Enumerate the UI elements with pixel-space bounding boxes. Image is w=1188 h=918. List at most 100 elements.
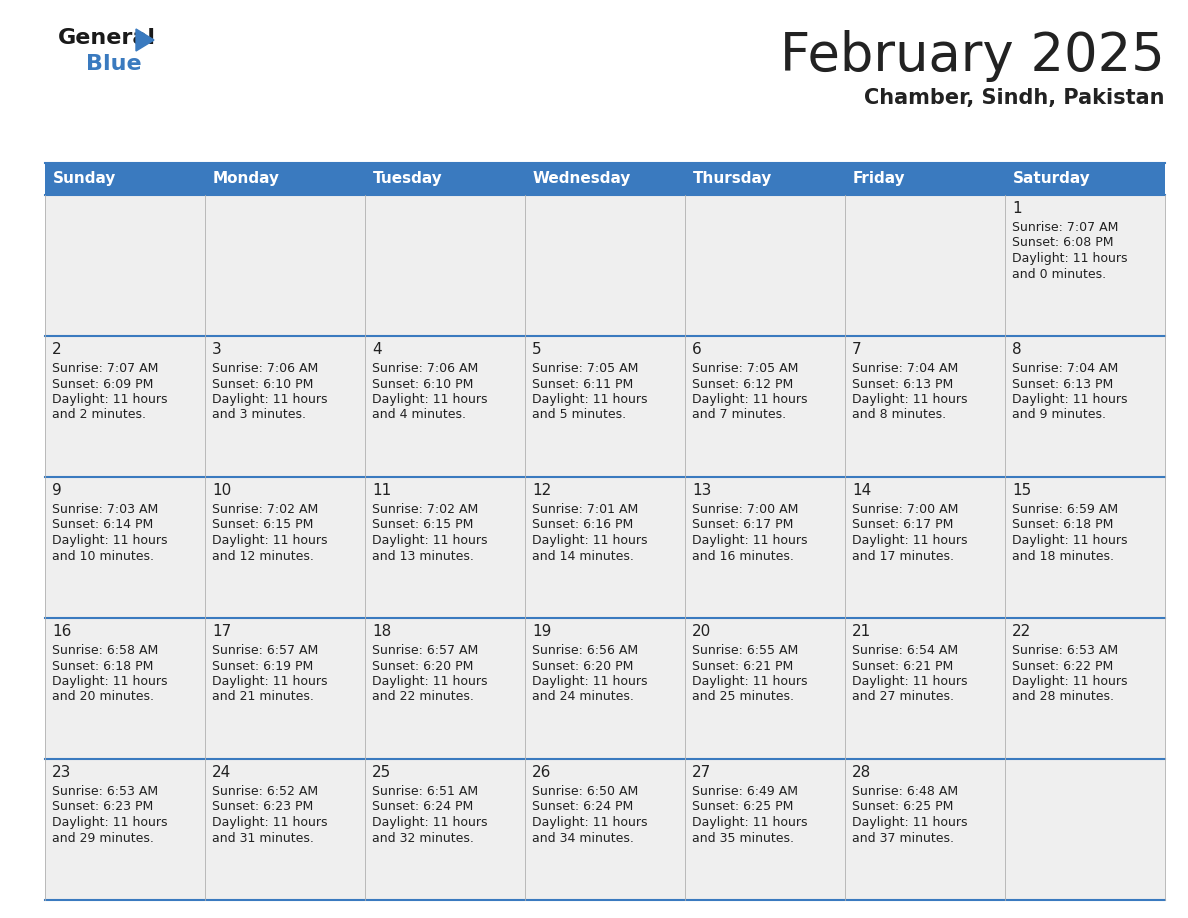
Bar	[365, 759, 525, 900]
Bar	[685, 336, 845, 477]
Text: Sunrise: 6:54 AM: Sunrise: 6:54 AM	[852, 644, 959, 657]
Text: and 12 minutes.: and 12 minutes.	[211, 550, 314, 563]
Text: Sunset: 6:23 PM: Sunset: 6:23 PM	[52, 800, 153, 813]
Text: 18: 18	[372, 624, 391, 639]
Text: Sunset: 6:09 PM: Sunset: 6:09 PM	[52, 377, 153, 390]
Text: 3: 3	[211, 342, 222, 357]
Text: 22: 22	[1012, 624, 1031, 639]
Text: 24: 24	[211, 765, 232, 780]
Text: and 8 minutes.: and 8 minutes.	[852, 409, 946, 421]
Bar	[1005, 195, 1165, 336]
Text: Monday: Monday	[213, 172, 280, 186]
Text: Sunrise: 6:57 AM: Sunrise: 6:57 AM	[372, 644, 479, 657]
Text: 12: 12	[532, 483, 551, 498]
Text: and 35 minutes.: and 35 minutes.	[691, 832, 794, 845]
Text: Sunrise: 7:02 AM: Sunrise: 7:02 AM	[211, 503, 318, 516]
Text: and 25 minutes.: and 25 minutes.	[691, 690, 794, 703]
Text: Sunrise: 7:01 AM: Sunrise: 7:01 AM	[532, 503, 638, 516]
Text: and 0 minutes.: and 0 minutes.	[1012, 267, 1106, 281]
Text: Daylight: 11 hours: Daylight: 11 hours	[372, 534, 487, 547]
Text: and 20 minutes.: and 20 minutes.	[52, 690, 154, 703]
Text: Sunset: 6:15 PM: Sunset: 6:15 PM	[211, 519, 314, 532]
Text: Daylight: 11 hours: Daylight: 11 hours	[1012, 675, 1127, 688]
Text: and 17 minutes.: and 17 minutes.	[852, 550, 954, 563]
Text: Sunrise: 6:49 AM: Sunrise: 6:49 AM	[691, 785, 798, 798]
Text: Daylight: 11 hours: Daylight: 11 hours	[372, 393, 487, 406]
Bar	[45, 195, 206, 336]
Text: Sunset: 6:25 PM: Sunset: 6:25 PM	[691, 800, 794, 813]
Text: 25: 25	[372, 765, 391, 780]
Text: 10: 10	[211, 483, 232, 498]
Bar	[685, 477, 845, 618]
Text: and 13 minutes.: and 13 minutes.	[372, 550, 474, 563]
Text: Sunset: 6:19 PM: Sunset: 6:19 PM	[211, 659, 314, 673]
Text: Sunset: 6:21 PM: Sunset: 6:21 PM	[691, 659, 794, 673]
Text: Sunset: 6:12 PM: Sunset: 6:12 PM	[691, 377, 794, 390]
Text: and 29 minutes.: and 29 minutes.	[52, 832, 154, 845]
Text: Sunrise: 7:06 AM: Sunrise: 7:06 AM	[211, 362, 318, 375]
Text: 19: 19	[532, 624, 551, 639]
Text: Sunrise: 7:05 AM: Sunrise: 7:05 AM	[532, 362, 638, 375]
Text: Sunrise: 6:48 AM: Sunrise: 6:48 AM	[852, 785, 959, 798]
Text: Daylight: 11 hours: Daylight: 11 hours	[211, 393, 328, 406]
Text: Daylight: 11 hours: Daylight: 11 hours	[691, 816, 808, 829]
Text: and 21 minutes.: and 21 minutes.	[211, 690, 314, 703]
Text: Thursday: Thursday	[693, 172, 772, 186]
Text: Daylight: 11 hours: Daylight: 11 hours	[532, 675, 647, 688]
Text: and 28 minutes.: and 28 minutes.	[1012, 690, 1114, 703]
Bar	[206, 477, 365, 618]
Text: Sunset: 6:18 PM: Sunset: 6:18 PM	[52, 659, 153, 673]
Text: and 37 minutes.: and 37 minutes.	[852, 832, 954, 845]
Text: and 10 minutes.: and 10 minutes.	[52, 550, 154, 563]
Text: Blue: Blue	[86, 54, 141, 74]
Text: Sunset: 6:08 PM: Sunset: 6:08 PM	[1012, 237, 1113, 250]
Text: Sunrise: 6:59 AM: Sunrise: 6:59 AM	[1012, 503, 1118, 516]
Bar	[365, 336, 525, 477]
Text: Sunrise: 6:55 AM: Sunrise: 6:55 AM	[691, 644, 798, 657]
Bar	[845, 618, 1005, 759]
Text: 27: 27	[691, 765, 712, 780]
Text: and 4 minutes.: and 4 minutes.	[372, 409, 466, 421]
Text: Sunset: 6:23 PM: Sunset: 6:23 PM	[211, 800, 314, 813]
Bar	[685, 759, 845, 900]
Text: and 31 minutes.: and 31 minutes.	[211, 832, 314, 845]
Text: Daylight: 11 hours: Daylight: 11 hours	[852, 534, 967, 547]
Text: 14: 14	[852, 483, 871, 498]
Text: 6: 6	[691, 342, 702, 357]
Bar	[845, 336, 1005, 477]
Text: Sunset: 6:17 PM: Sunset: 6:17 PM	[852, 519, 954, 532]
Text: and 3 minutes.: and 3 minutes.	[211, 409, 307, 421]
Text: and 24 minutes.: and 24 minutes.	[532, 690, 634, 703]
Text: Daylight: 11 hours: Daylight: 11 hours	[852, 816, 967, 829]
Text: Daylight: 11 hours: Daylight: 11 hours	[532, 393, 647, 406]
Text: 23: 23	[52, 765, 71, 780]
Text: Daylight: 11 hours: Daylight: 11 hours	[52, 675, 168, 688]
Text: Sunrise: 6:56 AM: Sunrise: 6:56 AM	[532, 644, 638, 657]
Text: and 22 minutes.: and 22 minutes.	[372, 690, 474, 703]
Text: Daylight: 11 hours: Daylight: 11 hours	[691, 393, 808, 406]
Text: Sunset: 6:24 PM: Sunset: 6:24 PM	[532, 800, 633, 813]
Bar	[525, 336, 685, 477]
Text: 15: 15	[1012, 483, 1031, 498]
Bar	[525, 477, 685, 618]
Bar	[206, 195, 365, 336]
Text: Daylight: 11 hours: Daylight: 11 hours	[1012, 393, 1127, 406]
Text: Sunrise: 7:06 AM: Sunrise: 7:06 AM	[372, 362, 479, 375]
Text: and 2 minutes.: and 2 minutes.	[52, 409, 146, 421]
Text: 7: 7	[852, 342, 861, 357]
Text: and 27 minutes.: and 27 minutes.	[852, 690, 954, 703]
Text: Daylight: 11 hours: Daylight: 11 hours	[691, 534, 808, 547]
Bar	[1005, 477, 1165, 618]
Text: Daylight: 11 hours: Daylight: 11 hours	[691, 675, 808, 688]
Text: 16: 16	[52, 624, 71, 639]
Text: 11: 11	[372, 483, 391, 498]
Text: Sunset: 6:10 PM: Sunset: 6:10 PM	[211, 377, 314, 390]
Text: Sunrise: 7:04 AM: Sunrise: 7:04 AM	[852, 362, 959, 375]
Text: Sunset: 6:17 PM: Sunset: 6:17 PM	[691, 519, 794, 532]
Text: Sunrise: 6:57 AM: Sunrise: 6:57 AM	[211, 644, 318, 657]
Text: Sunset: 6:14 PM: Sunset: 6:14 PM	[52, 519, 153, 532]
Text: and 18 minutes.: and 18 minutes.	[1012, 550, 1114, 563]
Text: Daylight: 11 hours: Daylight: 11 hours	[211, 675, 328, 688]
Text: 2: 2	[52, 342, 62, 357]
Text: Daylight: 11 hours: Daylight: 11 hours	[372, 816, 487, 829]
